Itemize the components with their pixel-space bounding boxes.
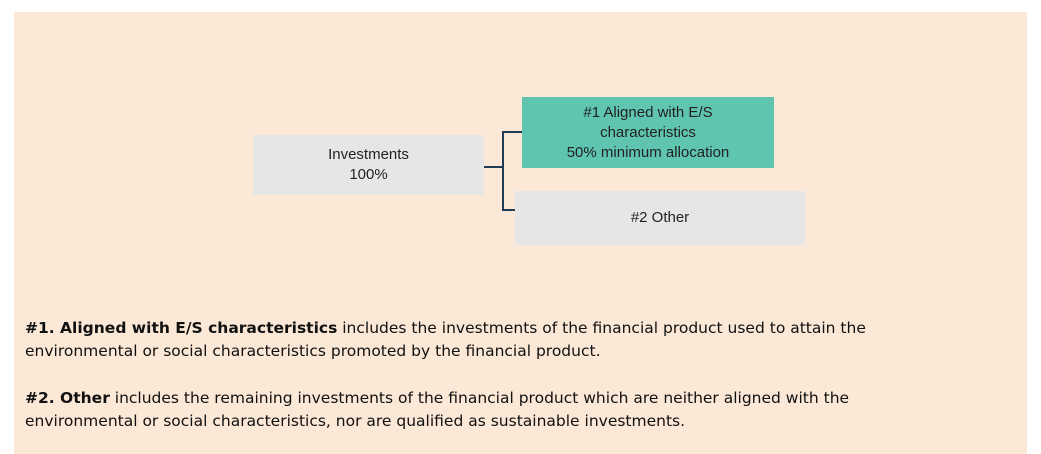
note-bold: #1. Aligned with E/S characteristics (25, 319, 338, 337)
note-bold: #2. Other (25, 389, 110, 407)
node-label: 100% (349, 166, 388, 183)
node: #2 Other (515, 191, 805, 245)
note: #2. Other includes the remaining investm… (25, 387, 925, 433)
connector (484, 131, 522, 211)
node-label: #1 Aligned with E/S (583, 103, 713, 121)
node: Investments 100% (253, 135, 484, 195)
note-text: includes the remaining investments of th… (25, 389, 850, 430)
note: #1. Aligned with E/S characteristics inc… (25, 317, 925, 363)
node-label: #2 Other (630, 209, 690, 226)
panel: Investments 100% #1 Aligned with E/S chara… (14, 12, 1027, 454)
note-text: includes the investments of the financia… (25, 319, 866, 360)
node-label: 50% minimum allocation (566, 143, 730, 161)
node-label: Investments (328, 146, 409, 163)
connector-line (502, 131, 522, 211)
node: #1 Aligned with E/S characteristics 50% mi… (522, 97, 774, 168)
node-label: characteristics (600, 123, 696, 141)
